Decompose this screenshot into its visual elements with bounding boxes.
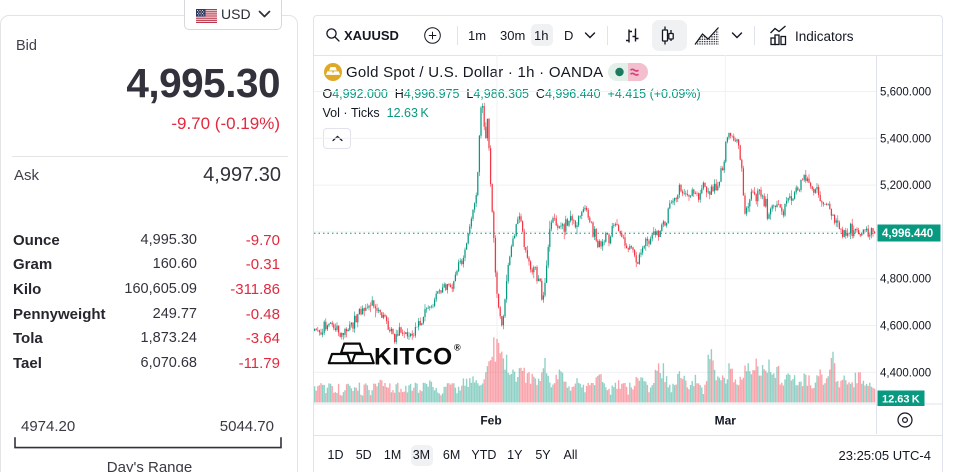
svg-text:4,600.000: 4,600.000 <box>880 320 931 332</box>
svg-text:KITCO: KITCO <box>374 343 453 370</box>
svg-text:4,996.440: 4,996.440 <box>882 228 933 240</box>
svg-text:5,400.000: 5,400.000 <box>880 133 931 145</box>
svg-text:5,200.000: 5,200.000 <box>880 180 931 192</box>
svg-text:4,800.000: 4,800.000 <box>880 273 931 285</box>
svg-text:Feb: Feb <box>480 413 501 427</box>
svg-text:12.63 K: 12.63 K <box>882 393 920 405</box>
svg-text:®: ® <box>454 342 461 352</box>
svg-text:5,600.000: 5,600.000 <box>880 86 931 98</box>
svg-text:Mar: Mar <box>715 413 737 427</box>
svg-text:4,400.000: 4,400.000 <box>880 367 931 379</box>
